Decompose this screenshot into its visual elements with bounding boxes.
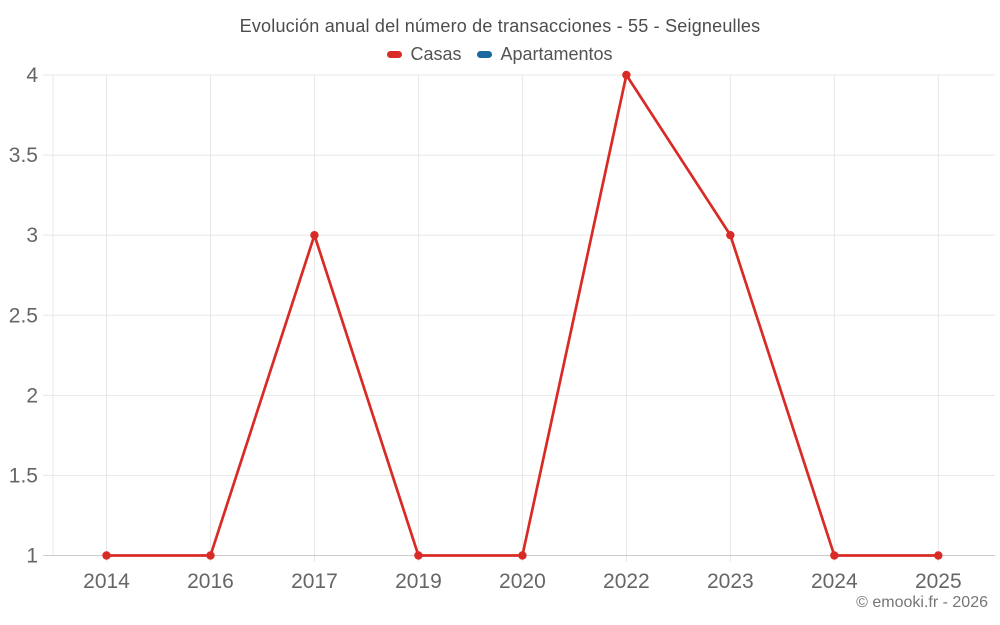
y-tick-label: 1.5	[9, 464, 38, 487]
x-tick-label: 2023	[707, 570, 754, 593]
legend: Casas Apartamentos	[0, 44, 1000, 65]
y-tick-label: 2	[26, 384, 38, 407]
legend-item-casas[interactable]: Casas	[387, 44, 461, 65]
data-point	[206, 551, 215, 560]
data-point	[518, 551, 527, 560]
apartamentos-series-swatch-icon	[477, 51, 493, 58]
casas-series-swatch-icon	[387, 51, 403, 58]
data-point	[102, 551, 111, 560]
x-tick-label: 2020	[499, 570, 546, 593]
data-point	[622, 70, 631, 80]
x-tick-label: 2025	[915, 570, 962, 593]
watermark: © emooki.fr - 2026	[856, 594, 988, 611]
x-tick-label: 2017	[291, 570, 338, 593]
x-tick-label: 2014	[83, 570, 130, 593]
data-point	[726, 230, 735, 240]
data-point	[934, 551, 943, 560]
legend-item-apartamentos[interactable]: Apartamentos	[477, 44, 613, 65]
legend-label-casas: Casas	[410, 44, 462, 64]
x-tick-label: 2019	[395, 570, 442, 593]
chart-title: Evolución anual del número de transaccio…	[239, 16, 761, 36]
y-tick-label: 3.5	[9, 144, 38, 167]
y-tick-label: 1	[26, 545, 38, 568]
y-tick-label: 2.5	[9, 304, 38, 327]
legend-label-apartamentos: Apartamentos	[500, 44, 613, 64]
y-tick-label: 3	[26, 224, 38, 247]
data-point	[830, 551, 839, 560]
data-point	[414, 551, 423, 560]
x-tick-label: 2022	[603, 570, 650, 593]
x-tick-label: 2016	[187, 570, 234, 593]
x-tick-label: 2024	[811, 570, 858, 593]
data-point	[310, 230, 319, 240]
y-tick-label: 4	[26, 64, 38, 87]
